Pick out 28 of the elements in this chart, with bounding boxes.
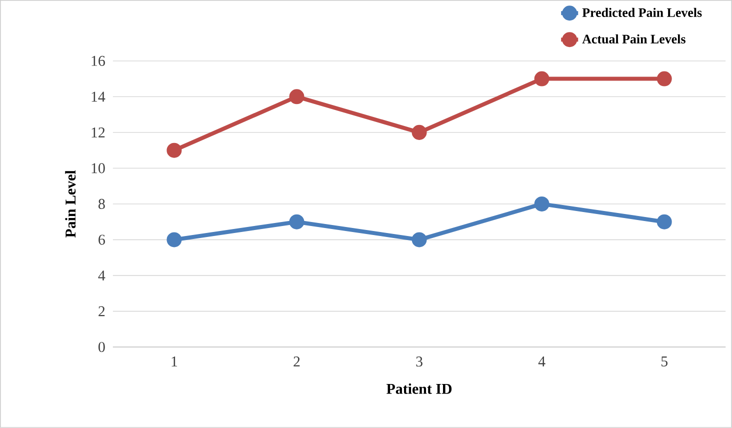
legend-label: Predicted Pain Levels (582, 8, 702, 18)
point (534, 196, 550, 212)
y-tick-label: 4 (98, 270, 106, 280)
point (166, 142, 182, 158)
y-tick-label: 14 (92, 92, 106, 102)
x-axis-title: Patient ID (386, 383, 452, 394)
y-tick-label: 0 (98, 342, 105, 352)
y-axis-title: Pain Level (65, 170, 76, 238)
y-tick-label: 10 (92, 163, 105, 174)
point (656, 214, 672, 230)
point (534, 71, 550, 86)
x-tick-label: 5 (661, 356, 668, 366)
y-tick-label: 12 (92, 128, 105, 138)
x-tick-label: 3 (416, 356, 422, 367)
point (412, 232, 427, 248)
point (166, 232, 182, 248)
x-tick-label: 1 (172, 356, 178, 366)
point (412, 124, 427, 140)
x-tick-label: 4 (538, 356, 546, 366)
point (289, 89, 304, 104)
point (289, 214, 304, 230)
y-tick-label: 6 (98, 234, 105, 245)
y-tick-label: 8 (98, 198, 105, 210)
legend-label: Actual Pain Levels (582, 34, 686, 44)
y-tick-label: 16 (92, 56, 105, 66)
y-tick-label: 2 (98, 306, 105, 316)
point (656, 71, 672, 86)
x-tick-label: 2 (294, 356, 300, 366)
